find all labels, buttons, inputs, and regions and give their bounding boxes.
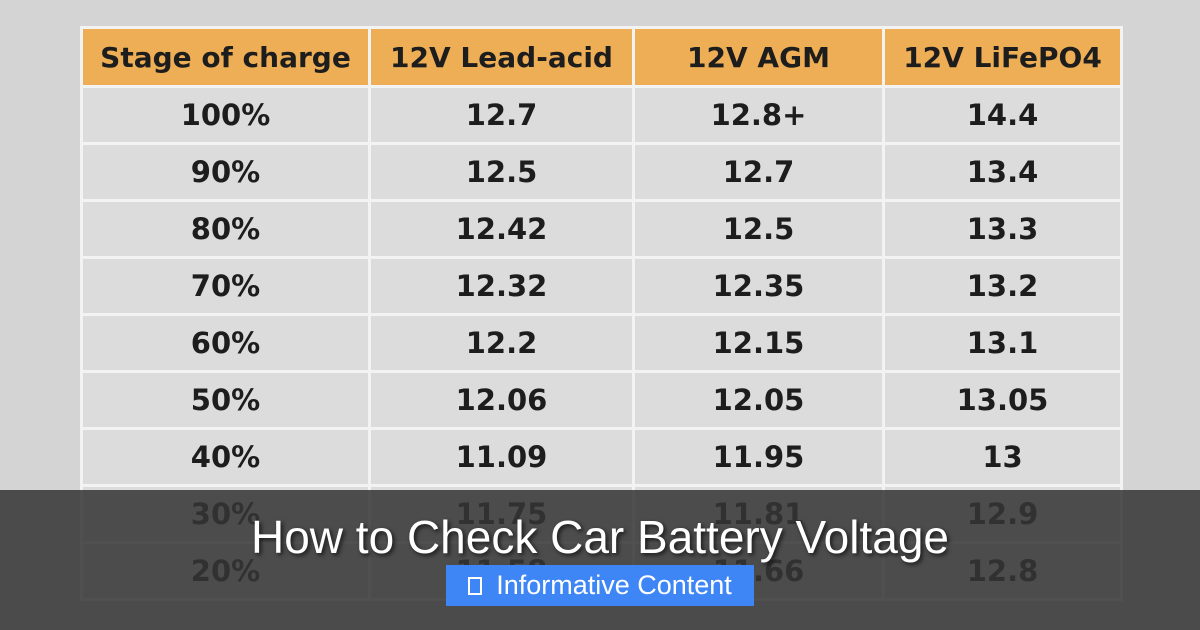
cell-stage: 70% (80, 256, 371, 316)
table-body: 100% 12.7 12.8+ 14.4 90% 12.5 12.7 13.4 80% 12.42… (80, 85, 1123, 601)
cell-lead-acid: 12.42 (368, 199, 635, 259)
cell-agm: 12.05 (632, 370, 885, 430)
cell-lead-acid: 12.2 (368, 313, 635, 373)
cell-stage: 90% (80, 142, 371, 202)
table-row: 40% 11.09 11.95 13 (80, 427, 1123, 487)
table-row: 60% 12.2 12.15 13.1 (80, 313, 1123, 373)
table-row: 90% 12.5 12.7 13.4 (80, 142, 1123, 202)
page-title: How to Check Car Battery Voltage (251, 511, 949, 563)
cell-lifepo4: 13.3 (882, 199, 1123, 259)
cell-lead-acid: 12.06 (368, 370, 635, 430)
cell-lead-acid: 12.5 (368, 142, 635, 202)
cell-stage: 60% (80, 313, 371, 373)
cell-agm: 11.95 (632, 427, 885, 487)
header-lifepo4: 12V LiFePO4 (882, 26, 1123, 88)
cell-agm: 12.15 (632, 313, 885, 373)
table-header-row: Stage of charge 12V Lead-acid 12V AGM 12… (80, 26, 1123, 88)
caption-overlay (0, 490, 1200, 630)
header-lead-acid: 12V Lead-acid (368, 26, 635, 88)
cell-agm: 12.5 (632, 199, 885, 259)
table-row: 50% 12.06 12.05 13.05 (80, 370, 1123, 430)
document-icon (468, 576, 483, 595)
cell-lifepo4: 13.2 (882, 256, 1123, 316)
table-row: 80% 12.42 12.5 13.3 (80, 199, 1123, 259)
badge-label: Informative Content (496, 570, 732, 600)
cell-lifepo4: 13.05 (882, 370, 1123, 430)
header-stage-of-charge: Stage of charge (80, 26, 371, 88)
header-agm: 12V AGM (632, 26, 885, 88)
cell-lead-acid: 12.7 (368, 85, 635, 145)
cell-lifepo4: 14.4 (882, 85, 1123, 145)
cell-agm: 12.7 (632, 142, 885, 202)
cell-stage: 50% (80, 370, 371, 430)
battery-voltage-table: Stage of charge 12V Lead-acid 12V AGM 12… (80, 26, 1123, 601)
category-badge[interactable]: Informative Content (446, 565, 754, 606)
cell-stage: 100% (80, 85, 371, 145)
cell-stage: 40% (80, 427, 371, 487)
table-row: 100% 12.7 12.8+ 14.4 (80, 85, 1123, 145)
cell-lifepo4: 13.4 (882, 142, 1123, 202)
cell-lifepo4: 13.1 (882, 313, 1123, 373)
cell-lead-acid: 12.32 (368, 256, 635, 316)
cell-stage: 80% (80, 199, 371, 259)
cell-lead-acid: 11.09 (368, 427, 635, 487)
cell-agm: 12.35 (632, 256, 885, 316)
cell-lifepo4: 13 (882, 427, 1123, 487)
cell-agm: 12.8+ (632, 85, 885, 145)
table-row: 70% 12.32 12.35 13.2 (80, 256, 1123, 316)
